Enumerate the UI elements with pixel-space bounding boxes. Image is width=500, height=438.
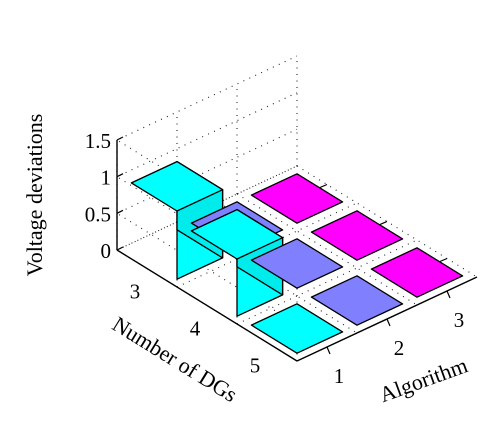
z-tick-label: 1.5 (85, 129, 111, 153)
bar-top-face (250, 303, 344, 354)
bar-dg5-alg3 (370, 247, 464, 298)
bar-top-face (250, 173, 344, 224)
bar-dg4-alg2 (250, 238, 344, 289)
z-tick-label: 1 (101, 166, 112, 190)
bar-top-face (130, 160, 224, 212)
z-tick-label: 0 (101, 239, 112, 263)
dg-tick-mark-5 (439, 257, 448, 263)
z-tick-mark-0.5 (116, 209, 124, 214)
algorithm-axis-title: Algorithm (376, 352, 471, 407)
z-tick-mark-0 (116, 246, 124, 251)
bar-top-face (370, 247, 464, 298)
gridline-floor-alg-2 (236, 193, 418, 306)
bar-dg5-alg2 (310, 275, 404, 326)
dg-tick-label: 5 (250, 354, 261, 378)
dg-axis-line (116, 249, 298, 362)
gridline-floor-dg-1 (176, 202, 358, 288)
dg-tick-mark-3 (319, 183, 328, 189)
bars-layer (130, 160, 464, 354)
algorithm-tick-mark-1 (326, 346, 331, 355)
algorithm-tick-mark-2 (386, 318, 391, 327)
algorithm-tick-label: 1 (334, 364, 345, 388)
bar-top-face (310, 210, 404, 261)
bar-top-face (190, 208, 284, 260)
gridline-floor-dg-2 (236, 239, 418, 325)
dg-tick-mark-4 (379, 220, 388, 226)
bar-top-face (310, 275, 404, 326)
bar-dg5-alg1 (250, 303, 344, 354)
gridline-floor-dg-0 (116, 165, 298, 251)
bar-top-face (250, 238, 344, 289)
z-axis-title: Voltage deviations (22, 114, 47, 277)
gridline-floor-alg-1 (176, 221, 358, 334)
z-tick-label: 0.5 (85, 202, 111, 226)
bar-dg4-alg3 (310, 210, 404, 261)
bar-dg3-alg3 (250, 173, 344, 224)
bar-dg3-alg1 (130, 160, 224, 280)
dg-tick-label: 3 (130, 280, 141, 304)
z-tick-mark-1 (116, 173, 124, 178)
axes-layer (116, 136, 478, 362)
algorithm-tick-mark-3 (446, 290, 451, 299)
algorithm-tick-label: 3 (454, 308, 465, 332)
z-tick-mark-1.5 (116, 136, 124, 141)
dg-axis-title: Number of DGs (108, 311, 242, 407)
algorithm-tick-label: 2 (394, 336, 405, 360)
dg-tick-label: 4 (190, 317, 201, 341)
